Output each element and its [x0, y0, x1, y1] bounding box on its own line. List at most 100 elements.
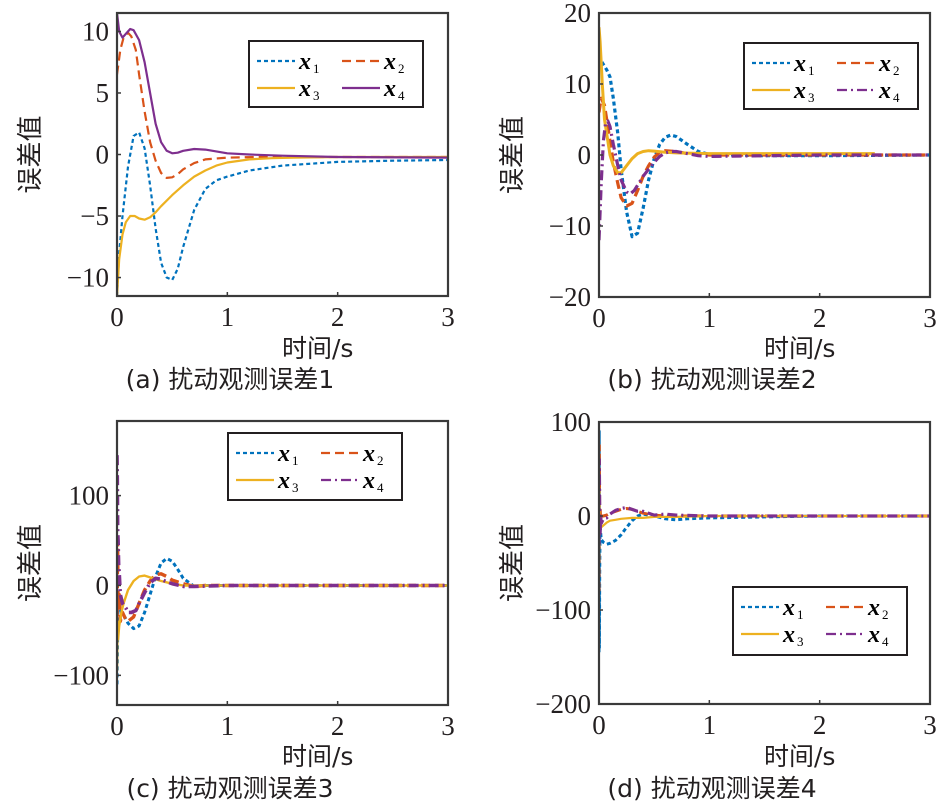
legend-subscript-x1: 1: [808, 63, 815, 78]
y-tick-label: 0: [578, 501, 592, 531]
legend-label-x1: x: [277, 441, 290, 467]
x-axis-label: 时间/s: [282, 742, 353, 771]
legend-label-x3: x: [793, 78, 806, 104]
legend-label-x3: x: [782, 622, 795, 648]
series-line-x4: [117, 13, 448, 159]
legend-subscript-x3: 3: [797, 634, 804, 649]
y-tick-label: 10: [82, 16, 109, 46]
x-tick-label: 0: [110, 302, 124, 332]
legend-subscript-x4: 4: [398, 88, 405, 103]
legend-subscript-x1: 1: [292, 453, 299, 468]
series-line-x4: [599, 458, 930, 545]
x-tick-label: 0: [592, 710, 606, 740]
x-tick-label: 3: [441, 711, 455, 741]
legend-box: [732, 586, 908, 656]
x-tick-label: 3: [923, 303, 937, 333]
legend-label-x2: x: [878, 51, 891, 77]
legend-subscript-x1: 1: [313, 61, 320, 76]
legend: x 1 x 2x 3 x 4: [743, 42, 919, 110]
legend-box: [248, 40, 424, 108]
y-tick-label: 5: [96, 78, 110, 108]
x-tick-label: 1: [221, 302, 235, 332]
y-axis-label: 误差值: [16, 524, 46, 602]
legend-label-x4: x: [867, 622, 880, 648]
x-tick-label: 2: [813, 303, 827, 333]
series-line-x3: [599, 27, 875, 175]
legend: x 1 x 2x 3 x 4: [732, 586, 908, 656]
y-tick-label: 100: [69, 481, 110, 511]
legend-subscript-x2: 2: [398, 61, 405, 76]
y-tick-label: 10: [564, 69, 591, 99]
y-axis-label: 误差值: [16, 115, 46, 193]
y-tick-label: −10: [549, 211, 591, 241]
legend-subscript-x2: 2: [882, 607, 889, 622]
x-tick-label: 1: [703, 710, 717, 740]
legend-label-x4: x: [362, 468, 375, 494]
series-group: [117, 455, 448, 685]
y-tick-label: 0: [96, 570, 110, 600]
x-axis-label: 时间/s: [764, 334, 835, 363]
series-line-x3: [117, 155, 448, 296]
y-tick-label: 100: [551, 407, 592, 437]
legend-subscript-x4: 4: [377, 480, 384, 495]
series-line-x1: [117, 131, 448, 296]
x-tick-label: 1: [221, 711, 235, 741]
legend-box: [227, 432, 403, 501]
plot-area: [599, 422, 930, 704]
x-tick-label: 3: [923, 710, 937, 740]
x-tick-label: 0: [592, 303, 606, 333]
legend-label-x2: x: [383, 49, 396, 75]
series-line-x2: [117, 31, 448, 179]
y-axis-label: 误差值: [498, 116, 528, 194]
y-axis-label: 误差值: [498, 524, 528, 602]
x-axis-label: 时间/s: [282, 334, 353, 363]
legend-label-x3: x: [277, 468, 290, 494]
legend-label-x3: x: [298, 76, 311, 102]
series-group: [599, 27, 930, 241]
y-tick-label: −5: [80, 201, 109, 231]
x-tick-label: 2: [331, 711, 345, 741]
legend-subscript-x4: 4: [893, 90, 900, 105]
series-group: [117, 13, 448, 296]
legend-label-x1: x: [298, 49, 311, 75]
x-tick-label: 1: [703, 303, 717, 333]
legend: x 1 x 2x 3 x 4: [227, 432, 403, 501]
legend-subscript-x1: 1: [797, 607, 804, 622]
y-tick-label: −100: [53, 660, 109, 690]
y-tick-label: 0: [96, 140, 110, 170]
figure-caption: (c) 扰动观测误差3: [126, 774, 333, 803]
legend-label-x1: x: [793, 51, 806, 77]
series-line-x4: [117, 455, 448, 615]
y-tick-label: 20: [564, 0, 591, 28]
figure-caption: (b) 扰动观测误差2: [607, 365, 816, 394]
figure-caption: (d) 扰动观测误差4: [607, 774, 816, 803]
y-tick-label: −100: [535, 595, 591, 625]
legend-label-x2: x: [362, 441, 375, 467]
x-axis-label: 时间/s: [764, 742, 835, 771]
y-tick-label: −10: [67, 263, 109, 293]
legend-label-x4: x: [383, 76, 396, 102]
series-line-x1: [599, 54, 930, 239]
legend-subscript-x2: 2: [893, 63, 900, 78]
axes-box: [115, 419, 450, 707]
axes-box: [597, 420, 932, 706]
x-tick-label: 0: [110, 711, 124, 741]
legend-subscript-x3: 3: [313, 88, 320, 103]
x-tick-label: 2: [331, 302, 345, 332]
legend-label-x1: x: [782, 595, 795, 621]
legend-subscript-x2: 2: [377, 453, 384, 468]
legend-label-x4: x: [878, 78, 891, 104]
legend-box: [743, 42, 919, 110]
series-line-x4: [599, 119, 930, 241]
legend-subscript-x3: 3: [808, 90, 815, 105]
x-tick-label: 3: [441, 302, 455, 332]
legend-label-x2: x: [867, 595, 880, 621]
figure-caption: (a) 扰动观测误差1: [126, 365, 335, 394]
y-tick-label: 0: [578, 140, 592, 170]
legend-subscript-x4: 4: [882, 634, 889, 649]
x-tick-label: 2: [813, 710, 827, 740]
y-tick-label: −200: [535, 689, 591, 719]
